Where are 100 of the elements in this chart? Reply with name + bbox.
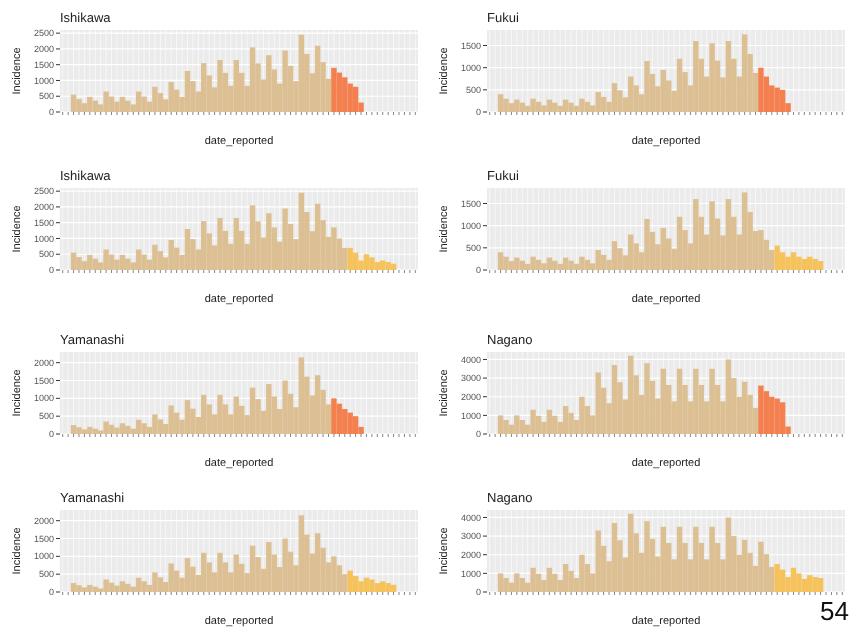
bar [790,252,797,270]
bar [314,375,321,434]
bar [374,583,381,592]
bar [514,415,520,434]
bar [503,98,509,112]
bar [660,227,666,270]
bar [535,415,542,434]
bar [568,260,574,270]
bar [135,91,142,112]
bar [535,259,542,270]
bar [796,573,802,592]
bar [552,415,558,434]
bar [358,260,364,270]
bar [758,541,764,592]
bar [331,67,337,112]
bar [363,577,370,592]
bar [779,569,786,592]
bar [595,530,601,592]
bar [266,55,272,112]
bar [628,76,634,112]
bar [519,102,525,112]
bar [135,249,142,270]
bar [87,96,93,112]
bar [141,581,147,592]
bar [217,217,223,270]
bar [342,409,348,434]
bar [644,61,650,112]
bar [298,515,305,592]
bar [568,570,574,592]
bar [385,583,391,592]
bar [266,213,272,270]
bar [168,240,174,270]
bar [217,394,223,434]
bar [390,584,397,592]
bar [157,577,164,592]
bar [331,398,337,434]
bar [693,199,699,270]
bar [497,252,504,270]
bar [600,96,607,112]
bar [676,368,683,434]
bar [152,244,158,270]
bar [141,96,147,112]
bar [503,578,509,592]
bar [173,89,180,112]
bar [774,87,780,112]
bar [108,582,115,592]
bar [119,423,126,434]
bar [331,556,337,592]
bar [709,201,715,270]
bar [779,89,786,112]
bar [497,415,504,434]
bar [530,256,536,270]
bar [709,526,715,592]
bar [114,101,120,112]
bar [595,372,601,434]
bar [119,96,126,112]
bar [741,539,748,592]
bar [758,385,764,434]
bar [801,578,808,592]
bar [579,554,585,592]
bar [157,93,164,112]
bar [114,427,120,434]
bar [81,261,88,270]
bar [535,101,542,112]
bar [763,391,770,434]
bar [530,98,536,112]
bar [125,258,131,270]
bar [497,573,504,592]
bar [103,249,109,270]
bar [103,421,109,434]
bar [600,254,607,270]
bar [201,394,207,434]
bar [801,258,808,270]
bar [812,258,818,270]
bar [201,552,207,592]
bar [298,34,305,112]
bar [282,50,288,112]
bar [725,41,732,112]
bar [709,368,715,434]
bar [785,256,791,270]
bar [579,256,585,270]
bar [530,567,536,592]
bar [141,423,147,434]
bar [239,405,245,434]
bar [807,256,813,270]
bar [168,82,174,112]
bar [709,43,715,112]
bar [644,521,650,592]
bar [514,257,520,270]
bar [385,262,391,270]
bar [774,245,780,270]
bar [352,575,359,592]
bar [314,45,321,112]
bar [633,85,639,112]
bar [70,94,77,112]
bar [76,427,82,434]
bar [546,567,553,592]
bar [141,254,147,270]
bar [541,105,547,112]
bar [817,578,824,592]
